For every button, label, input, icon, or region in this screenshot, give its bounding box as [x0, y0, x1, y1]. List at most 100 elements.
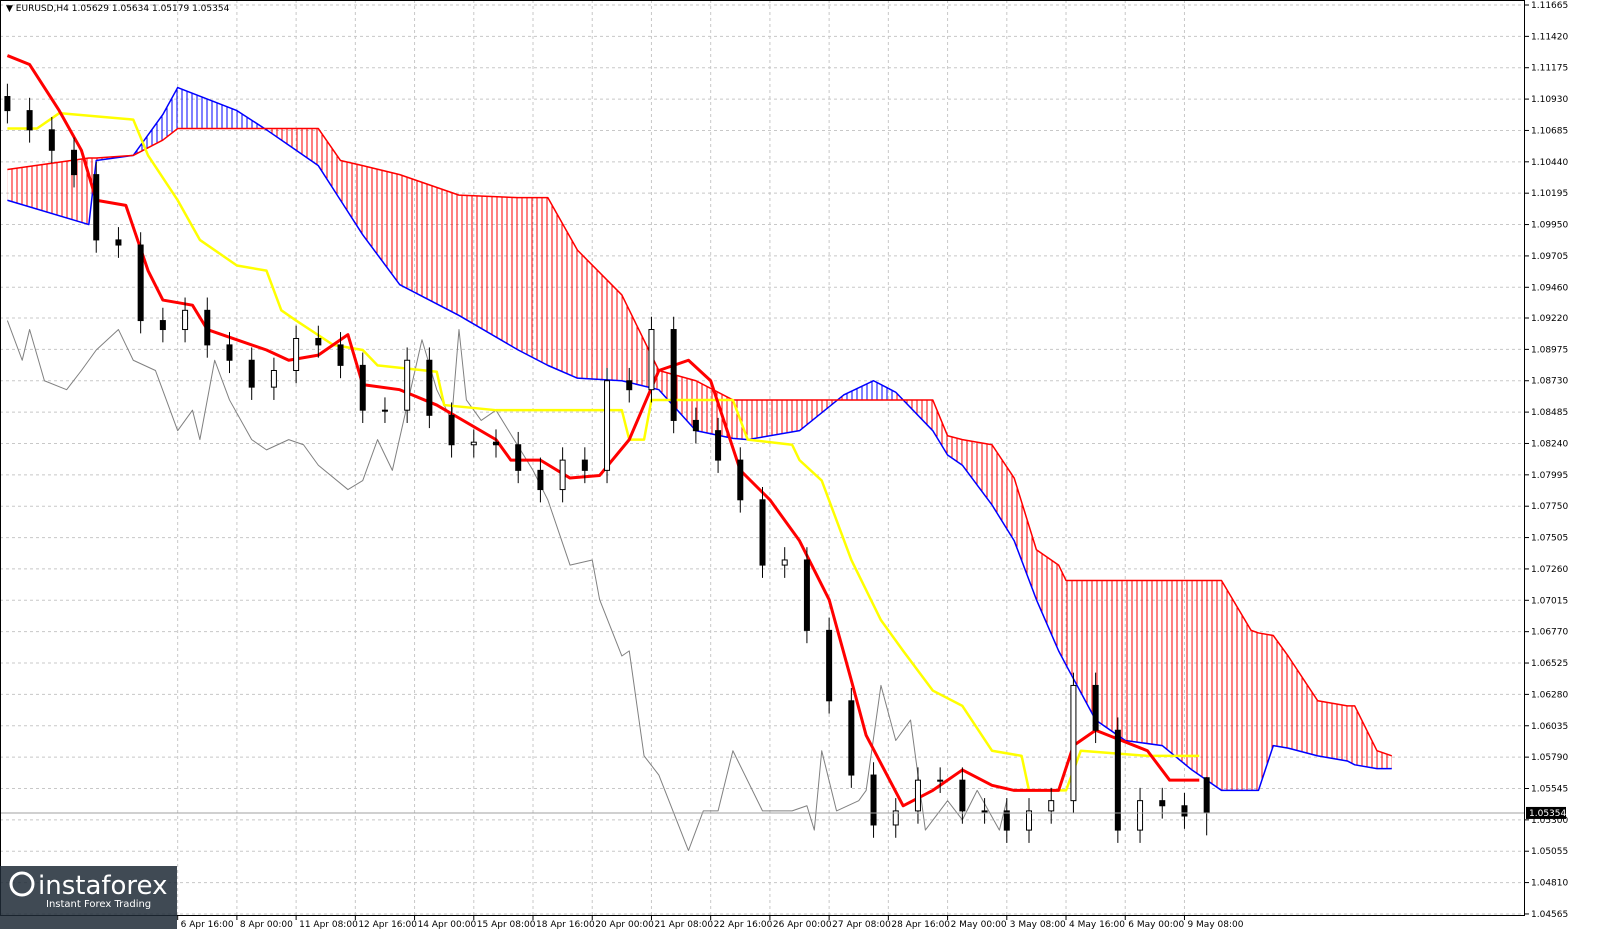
candle-body: [204, 309, 211, 346]
y-tick-label: 1.09950: [1531, 221, 1568, 231]
y-tick-label: 1.10930: [1531, 95, 1568, 105]
candle-body: [981, 810, 988, 813]
candle-body: [48, 129, 55, 151]
x-tick-label: 6 May 00:00: [1128, 920, 1184, 929]
candle-body: [1137, 800, 1144, 831]
x-tick-label: 15 Apr 08:00: [477, 920, 536, 929]
y-tick-label: 1.05055: [1531, 847, 1568, 857]
header-icon: ▼: [6, 4, 13, 14]
y-tick-label: 1.05300: [1531, 816, 1568, 826]
cloud-segment: [288, 128, 319, 166]
cloud-segment: [1066, 580, 1096, 720]
y-tick-label: 1.07260: [1531, 565, 1568, 575]
y-tick-label: 1.07015: [1531, 596, 1568, 606]
candle-body: [692, 419, 699, 432]
candle-body: [626, 380, 633, 391]
candle-body: [1048, 800, 1055, 812]
candle-body: [737, 459, 744, 501]
candle-body: [315, 337, 322, 346]
cloud-segment: [399, 174, 459, 316]
y-tick-label: 1.10195: [1531, 189, 1568, 199]
candle-body: [159, 320, 166, 331]
cloud-segment: [362, 165, 400, 285]
candle-body: [115, 239, 122, 246]
cloud-segment: [1347, 705, 1355, 765]
candle-body: [559, 459, 566, 491]
price-label-box: [1526, 806, 1566, 819]
cloud-segment: [518, 197, 548, 366]
symbol: EURUSD,H4: [16, 4, 69, 14]
candle-body: [448, 414, 455, 446]
x-tick-label: 6 Apr 16:00: [181, 920, 234, 929]
x-tick-label: 8 Apr 00:00: [240, 920, 293, 929]
watermark: instaforex Instant Forex Trading: [0, 866, 177, 929]
candle-body: [870, 774, 877, 826]
x-tick-label: 22 Apr 16:00: [714, 920, 773, 929]
y-tick-label: 1.10440: [1531, 158, 1568, 168]
x-tick-label: 14 Apr 00:00: [418, 920, 477, 929]
candle-body: [492, 441, 499, 446]
candle-body: [71, 149, 78, 176]
x-tick-label: 18 Apr 16:00: [536, 920, 595, 929]
candle-body: [670, 329, 677, 421]
candle-body: [1159, 800, 1166, 807]
cloud-segment: [340, 160, 363, 235]
y-tick-label: 1.09220: [1531, 314, 1568, 324]
cloud-segment: [318, 128, 341, 201]
high-value: 1.05634: [112, 4, 149, 14]
cloud-segment: [162, 87, 178, 141]
candle-body: [1026, 810, 1033, 831]
plot-frame: [0, 0, 1525, 916]
y-tick-label: 1.04810: [1531, 879, 1568, 889]
candle-body: [914, 779, 921, 812]
y-tick-label: 1.08485: [1531, 408, 1568, 418]
cloud-segment: [747, 399, 800, 440]
candle-body: [470, 441, 477, 446]
candle-body: [337, 344, 344, 366]
y-tick-label: 1.06035: [1531, 722, 1568, 732]
y-tick-label: 1.09460: [1531, 283, 1568, 293]
candle-body: [404, 359, 411, 411]
watermark-logo: [9, 871, 35, 897]
cloud-segment: [947, 435, 963, 466]
y-tick-label: 1.08975: [1531, 345, 1568, 355]
chart-header: ▼ EURUSD,H4 1.05629 1.05634 1.05179 1.05…: [6, 4, 230, 14]
candle-body: [1070, 684, 1077, 802]
x-tick-label: 27 Apr 08:00: [832, 920, 891, 929]
y-tick-label: 1.06280: [1531, 690, 1568, 700]
candle-body: [359, 364, 366, 411]
candle-body: [759, 499, 766, 566]
cloud-segment: [932, 399, 948, 455]
x-tick-label: 11 Apr 08:00: [299, 920, 358, 929]
cloud-segment: [1221, 580, 1252, 791]
candle-body: [1114, 729, 1121, 831]
candle-body: [515, 444, 522, 471]
candle-body: [581, 459, 588, 471]
y-tick-label: 1.07505: [1531, 534, 1568, 544]
y-tick-label: 1.09705: [1531, 252, 1568, 262]
candle-body: [959, 779, 966, 812]
candle-body: [137, 244, 144, 322]
indicator-line: [7, 111, 1200, 792]
cloud-segment: [1273, 635, 1289, 749]
low-value: 1.05179: [152, 4, 189, 14]
candle-body: [604, 380, 611, 471]
y-tick-label: 1.07995: [1531, 471, 1568, 481]
cloud-segment: [1036, 549, 1059, 651]
y-tick-label: 1.07750: [1531, 502, 1568, 512]
candle-body: [648, 329, 655, 391]
cloud-segment: [962, 439, 992, 505]
watermark-name: instaforex: [38, 871, 167, 901]
y-tick-label: 1.11665: [1531, 1, 1568, 11]
open-value: 1.05629: [72, 4, 109, 14]
candle-body: [248, 359, 255, 388]
candle-body: [892, 810, 899, 826]
y-tick-label: 1.06770: [1531, 628, 1568, 638]
cloud-segment: [873, 380, 896, 400]
cloud-segment: [1162, 580, 1192, 770]
candle-body: [26, 110, 33, 131]
cloud-segment: [177, 87, 237, 129]
